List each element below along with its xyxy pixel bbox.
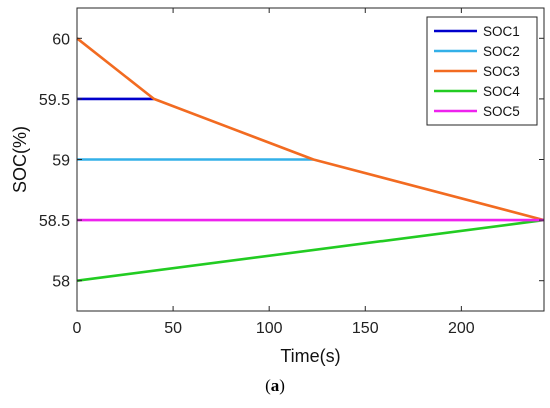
x-tick-label: 0 xyxy=(73,320,82,337)
figure-caption: (a) xyxy=(0,376,550,396)
legend-label-soc1: SOC1 xyxy=(483,24,520,39)
legend-label-soc2: SOC2 xyxy=(483,44,520,59)
caption-letter: a xyxy=(270,376,280,395)
x-axis-ticks: 0 50 100 150 200 xyxy=(73,8,475,337)
legend-label-soc3: SOC3 xyxy=(483,64,520,79)
y-tick-label: 59.5 xyxy=(39,92,70,109)
legend-label-soc5: SOC5 xyxy=(483,104,520,119)
legend: SOC1 SOC2 SOC3 SOC4 SOC5 xyxy=(426,16,538,126)
x-tick-label: 50 xyxy=(164,320,182,337)
caption-open-paren: ( xyxy=(265,376,271,395)
y-axis-ticks: 58 58.5 59 59.5 60 xyxy=(39,31,544,291)
y-tick-label: 58 xyxy=(52,274,70,291)
legend-label-soc4: SOC4 xyxy=(483,84,520,99)
plot-lines xyxy=(76,37,545,282)
caption-close-paren: ) xyxy=(279,376,285,395)
chart: 0 50 100 150 200 58 58.5 59 59.5 60 Time(s) SOC(… xyxy=(10,7,545,366)
x-tick-label: 200 xyxy=(448,320,475,337)
y-tick-label: 59 xyxy=(52,153,70,170)
x-tick-label: 100 xyxy=(256,320,283,337)
x-tick-label: 150 xyxy=(352,320,379,337)
series-line-soc4 xyxy=(76,218,545,282)
y-axis-label: SOC(%) xyxy=(10,126,30,193)
x-axis-label: Time(s) xyxy=(280,346,340,366)
series-line-soc3 xyxy=(76,37,545,222)
y-tick-label: 60 xyxy=(52,31,70,48)
y-tick-label: 58.5 xyxy=(39,213,70,230)
legend-box xyxy=(426,16,538,126)
